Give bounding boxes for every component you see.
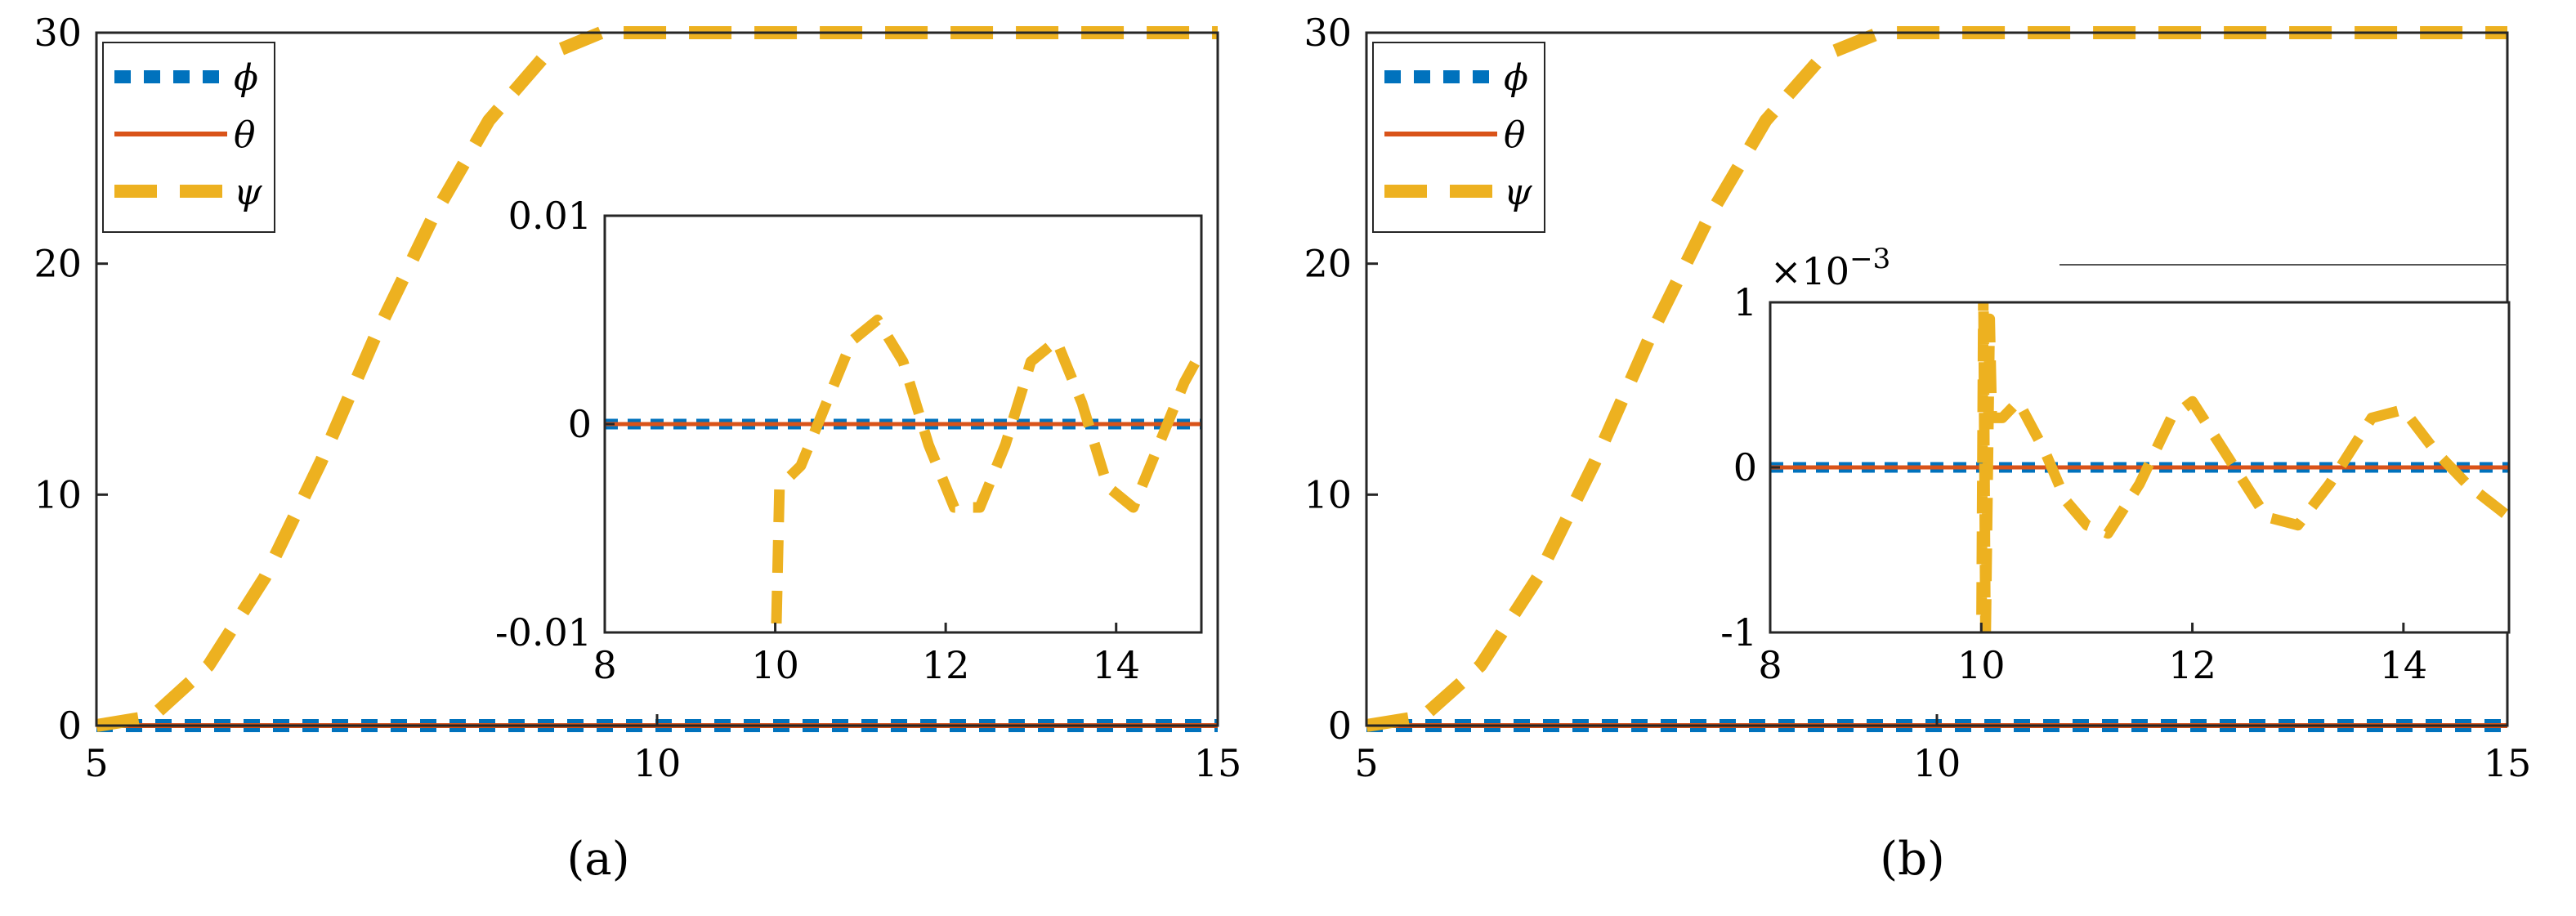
- inset: 8 10 12 14 -0.01 0 0.01: [495, 194, 1203, 687]
- panel-a: 5 10 15 0 10 20 30 (a) ϕθψ 8 10 12 14 -0.01 0 0.01: [34, 11, 1241, 886]
- inset-x-tick-label: 12: [922, 643, 970, 687]
- legend-label: θ: [1504, 114, 1526, 156]
- x-tick-label: 15: [2484, 741, 2532, 785]
- y-tick-label: 0: [1328, 704, 1352, 748]
- y-tick-label: 30: [1304, 11, 1352, 55]
- y-tick-label: 20: [34, 242, 82, 286]
- inset-x-tick-label: 14: [2380, 643, 2428, 687]
- legend-label: ϕ: [234, 57, 258, 99]
- inset-y-multiplier: ×10−3: [1770, 243, 1890, 293]
- panel-label: (b): [1880, 833, 1945, 886]
- y-tick-label: 0: [58, 704, 82, 748]
- inset-y-multiplier-exponent: −3: [1849, 243, 1890, 275]
- legend-label: ϕ: [1504, 57, 1528, 99]
- inset: 8 10 12 14 -1 0 1 ×10−3: [1720, 243, 2511, 687]
- inset-y-multiplier-base: ×10: [1770, 249, 1849, 293]
- legend-label: θ: [234, 114, 256, 156]
- legend: ϕθψ: [102, 42, 275, 233]
- inset-y-tick-label: 0.01: [508, 194, 592, 238]
- y-tick-label: 30: [34, 11, 82, 55]
- panel-label: (a): [566, 833, 629, 886]
- inset-y-tick-label: 0: [568, 402, 592, 446]
- x-tick-label: 5: [1354, 741, 1378, 785]
- legend-label: ψ: [234, 172, 262, 213]
- inset-x-tick-label: 8: [593, 643, 616, 687]
- y-tick-label: 20: [1304, 242, 1352, 286]
- x-tick-label: 10: [1913, 741, 1961, 785]
- inset-y-tick-label: 1: [1733, 280, 1757, 324]
- inset-x-tick-label: 12: [2168, 643, 2216, 687]
- x-tick-label: 15: [1194, 741, 1242, 785]
- inset-x-tick-label: 14: [1092, 643, 1140, 687]
- inset-x-tick-label: 8: [1758, 643, 1782, 687]
- series-line-2: [1976, 302, 2509, 632]
- y-tick-label: 10: [34, 472, 82, 516]
- panel-b: 5 10 15 0 10 20 30 (b) ϕθψ 8 10 12 14 -1 0 1 ×10−3: [1304, 11, 2531, 886]
- x-tick-label: 5: [84, 741, 108, 785]
- inset-x-tick-label: 10: [751, 643, 799, 687]
- x-tick-label: 10: [633, 741, 682, 785]
- inset-y-tick-label: -0.01: [495, 610, 592, 655]
- inset-x-tick-label: 10: [1957, 643, 2006, 687]
- inset-y-tick-label: 0: [1733, 445, 1757, 489]
- series-line-2: [771, 315, 1201, 632]
- legend-label: ψ: [1504, 172, 1532, 213]
- inset-y-tick-label: -1: [1720, 610, 1757, 655]
- y-tick-label: 10: [1304, 472, 1352, 516]
- legend: ϕθψ: [1372, 42, 1545, 233]
- series-line-2: [1366, 26, 2507, 732]
